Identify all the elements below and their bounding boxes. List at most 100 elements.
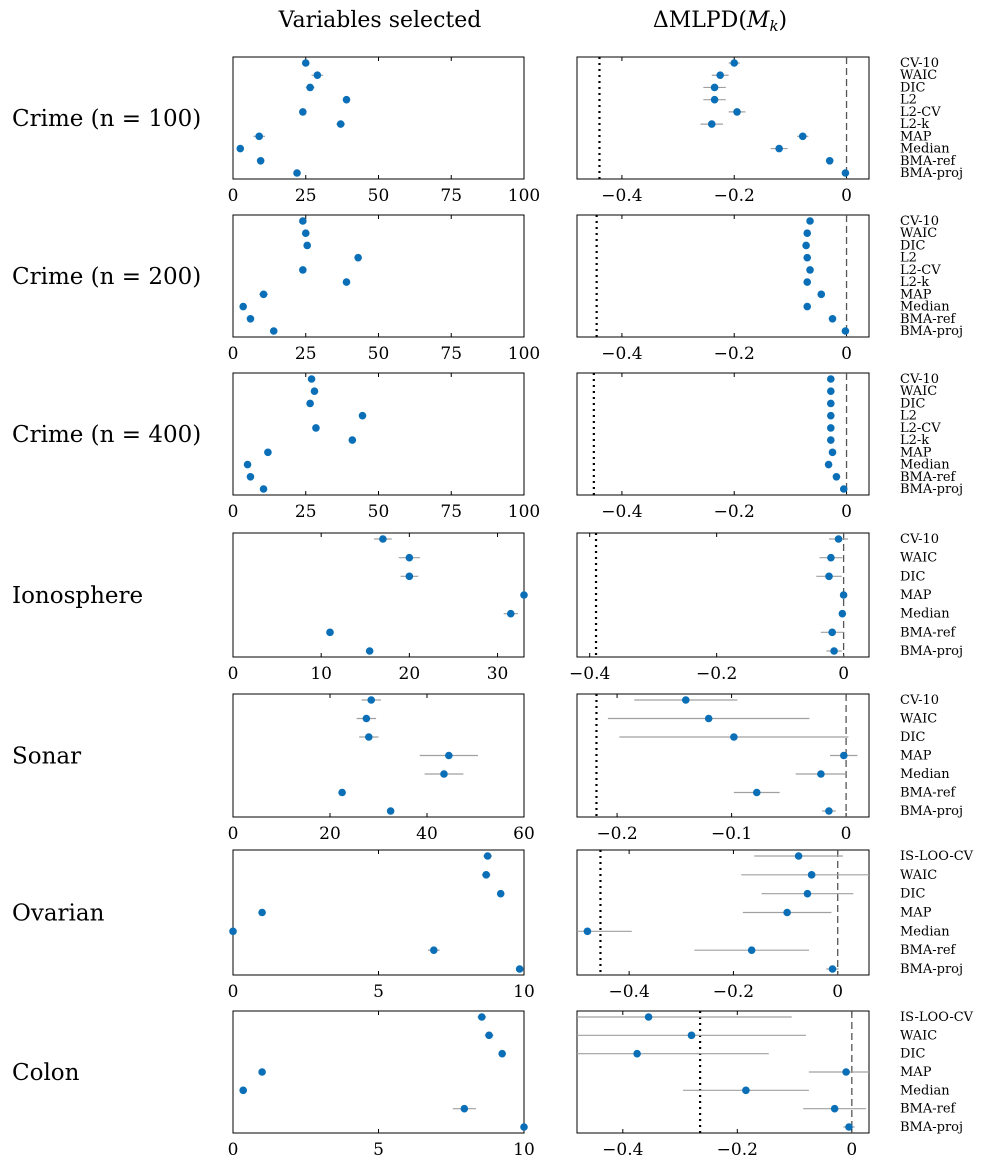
left-data-point — [239, 1086, 247, 1095]
right-data-point — [794, 852, 803, 860]
right-data-point — [838, 609, 847, 618]
method-label: L2-CV — [900, 421, 941, 436]
right-data-point — [827, 553, 835, 562]
method-label: WAIC — [900, 226, 937, 241]
right-header-prefix: ΔMLPD( — [653, 8, 747, 33]
right-data-point — [807, 871, 816, 879]
left-tick-label: 30 — [487, 664, 509, 684]
method-label: BMA-ref — [900, 786, 957, 801]
left-tick-label: 5 — [373, 1140, 384, 1158]
row-label: Sonar — [12, 744, 81, 770]
right-tick-label: 0 — [841, 824, 852, 844]
left-data-point — [256, 156, 265, 165]
right-data-point — [687, 1031, 696, 1040]
right-data-point — [827, 387, 835, 396]
right-data-point — [830, 647, 838, 655]
right-tick-label: 0 — [841, 502, 852, 522]
method-label: IS-LOO-CV — [900, 849, 974, 864]
right-data-point — [730, 59, 739, 67]
left-tick-label: 75 — [440, 344, 462, 364]
method-label: MAP — [900, 906, 932, 921]
left-data-point — [301, 59, 310, 67]
right-tick-label: −0.2 — [696, 664, 737, 684]
right-data-point — [798, 132, 807, 141]
panel-grid: Crime (n = 100)0 25 50 75 100 −0.4 −0.2 0CV-10W… — [12, 56, 974, 1158]
method-label: DIC — [900, 238, 926, 253]
right-data-point — [583, 927, 592, 936]
method-label: WAIC — [900, 384, 937, 399]
method-label: L2-CV — [900, 263, 941, 278]
left-tick-label: 75 — [440, 502, 462, 522]
right-tick-label: 0 — [832, 982, 843, 1002]
left-data-point — [306, 399, 314, 408]
right-data-point — [827, 424, 835, 432]
right-data-point — [828, 314, 837, 323]
right-data-point — [752, 788, 761, 797]
method-label: CV-10 — [900, 372, 939, 387]
left-data-point — [246, 314, 255, 323]
right-data-point — [644, 1013, 653, 1021]
left-panel-frame — [232, 1010, 525, 1134]
left-data-point — [258, 908, 266, 917]
right-tick-label: 0 — [841, 186, 852, 206]
left-data-point — [362, 714, 371, 723]
right-data-point — [845, 1123, 853, 1131]
right-tick-label: 0 — [846, 1140, 857, 1158]
method-label: L2 — [900, 409, 917, 424]
method-label: MAP — [900, 129, 932, 144]
left-data-point — [303, 241, 312, 250]
right-data-point — [775, 144, 783, 153]
left-tick-label: 25 — [295, 186, 317, 206]
right-tick-label: −0.4 — [602, 1140, 643, 1158]
right-data-point — [803, 278, 812, 286]
method-label: BMA-ref — [900, 943, 957, 958]
left-data-point — [259, 485, 268, 493]
right-tick-label: −0.2 — [714, 186, 755, 206]
left-tick-label: 25 — [295, 344, 317, 364]
left-tick-label: 50 — [368, 344, 390, 364]
right-data-point — [828, 628, 836, 637]
left-data-point — [485, 1031, 493, 1040]
method-label: Median — [900, 607, 950, 622]
left-data-point — [306, 83, 314, 92]
left-tick-label: 100 — [508, 344, 540, 364]
right-tick-label: −0.2 — [596, 824, 637, 844]
right-tick-label: −0.2 — [717, 1140, 758, 1158]
right-tick-label: −0.4 — [609, 982, 650, 1002]
right-data-point — [803, 229, 812, 238]
left-data-point — [405, 553, 414, 562]
left-data-point — [348, 436, 357, 444]
left-data-point — [336, 120, 345, 128]
method-label: CV-10 — [900, 214, 939, 229]
method-label: CV-10 — [900, 56, 939, 71]
right-data-point — [707, 120, 716, 128]
right-tick-label: −0.2 — [714, 344, 755, 364]
method-label: L2 — [900, 93, 917, 108]
left-data-point — [379, 535, 387, 543]
left-tick-label: 0 — [228, 664, 239, 684]
left-data-point — [365, 647, 374, 655]
method-label: BMA-proj — [900, 166, 963, 181]
left-tick-label: 50 — [368, 502, 390, 522]
right-data-point — [827, 411, 835, 420]
right-data-point — [832, 472, 841, 481]
method-label: CV-10 — [900, 532, 939, 547]
left-data-point — [299, 108, 307, 116]
right-data-point — [802, 241, 810, 250]
left-data-point — [326, 628, 334, 637]
dataset-row: Sonar 0 20 40 60 −0.2 −0.1 0 CV-10 WAIC DIC MAP Medi… — [12, 693, 963, 844]
dataset-row: Colon 0 5 10 −0.4 −0.2 0 IS-LOO-CV WAIC DIC MAP Med… — [12, 1010, 974, 1158]
row-label: Ovarian — [12, 901, 105, 927]
method-label: BMA-proj — [900, 1120, 963, 1135]
left-panel-frame — [232, 693, 525, 818]
dataset-row: Crime (n = 200) 0 25 50 75 100 −0.4 −0.2 0 CV-10W… — [12, 214, 963, 364]
left-data-point — [386, 807, 395, 815]
right-panel-frame — [576, 693, 870, 818]
method-label: IS-LOO-CV — [900, 1010, 974, 1025]
method-label: BMA-proj — [900, 482, 963, 497]
right-data-point — [839, 591, 848, 599]
right-data-point — [710, 95, 719, 104]
left-tick-label: 25 — [295, 502, 317, 522]
right-panel-frame — [576, 532, 870, 658]
method-label: L2-CV — [900, 105, 941, 120]
